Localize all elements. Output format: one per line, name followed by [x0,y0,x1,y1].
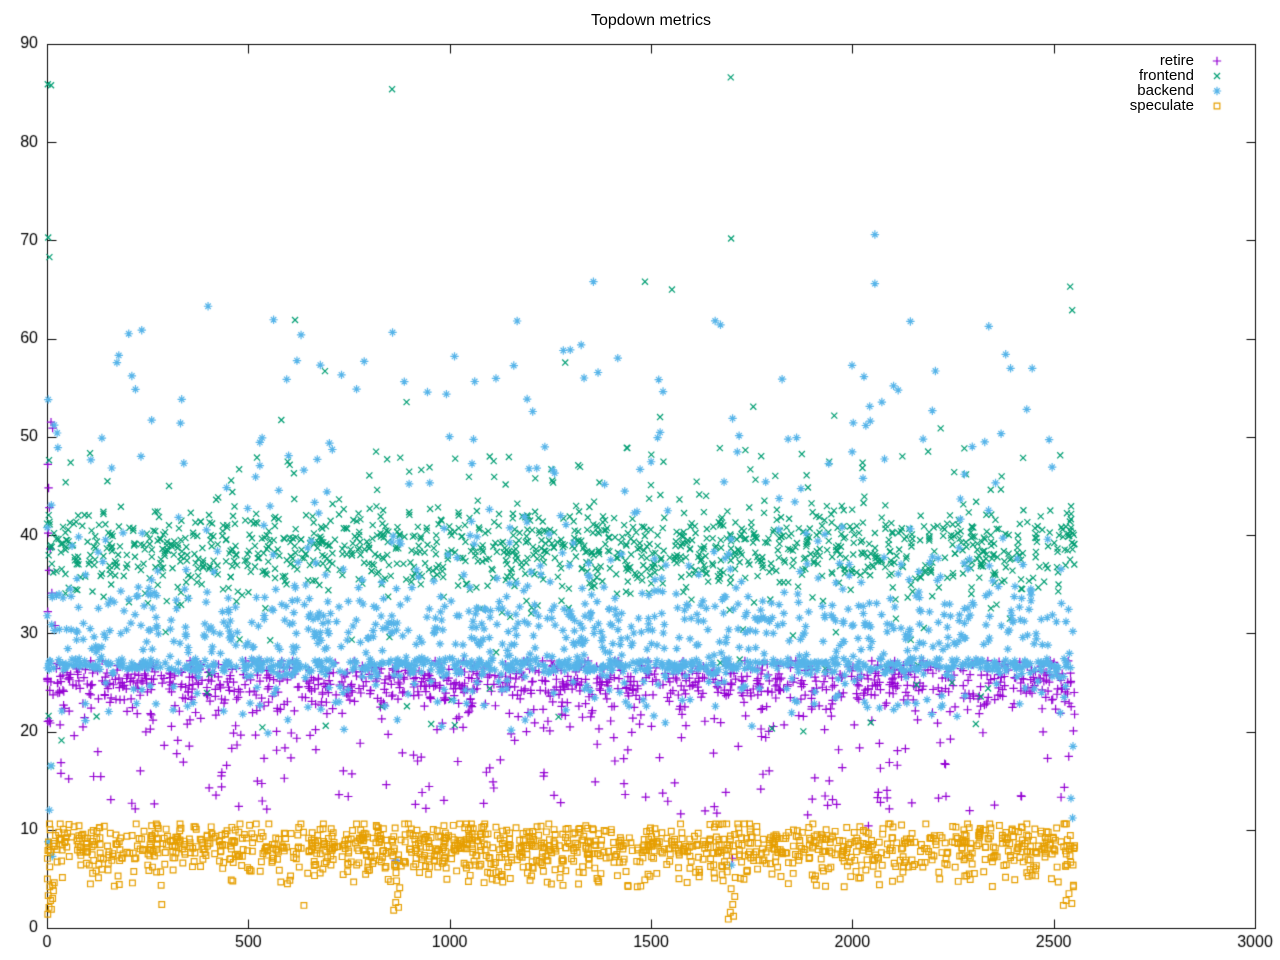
legend-label: frontend [1138,67,1194,84]
legend-item-backend: backend [1130,83,1228,98]
asterisk-marker-icon [1206,83,1228,98]
legend-item-speculate: speculate [1130,98,1228,113]
legend-label: speculate [1129,97,1194,114]
plus-marker-icon [1206,53,1228,68]
legend: retire frontend backend speculate [1130,53,1228,113]
legend-item-retire: retire [1130,53,1228,68]
legend-label: backend [1137,82,1194,99]
legend-label: retire [1159,52,1194,69]
chart-title: Topdown metrics [590,12,712,29]
square-marker-icon [1206,98,1228,113]
legend-item-frontend: frontend [1130,68,1228,83]
cross-marker-icon [1206,68,1228,83]
